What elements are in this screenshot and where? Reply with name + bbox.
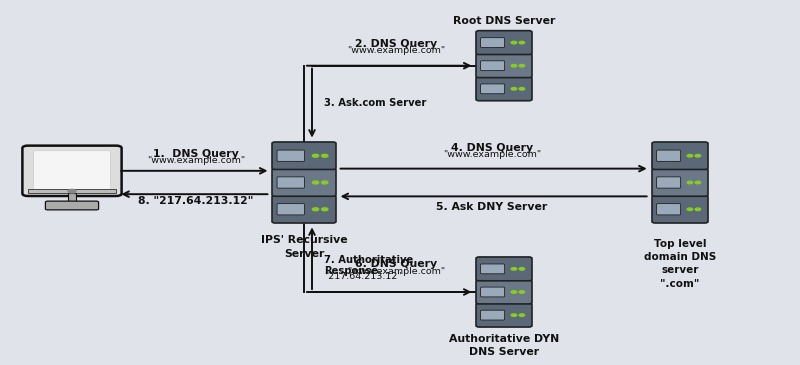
Circle shape bbox=[519, 314, 525, 316]
FancyBboxPatch shape bbox=[652, 196, 708, 223]
Text: "www.example.com": "www.example.com" bbox=[347, 46, 445, 55]
FancyBboxPatch shape bbox=[272, 142, 336, 169]
Text: 3. Ask.com Server: 3. Ask.com Server bbox=[324, 98, 426, 108]
FancyBboxPatch shape bbox=[481, 287, 505, 297]
Circle shape bbox=[687, 154, 693, 157]
FancyBboxPatch shape bbox=[657, 150, 681, 161]
Circle shape bbox=[68, 189, 76, 193]
Circle shape bbox=[519, 291, 525, 293]
Circle shape bbox=[687, 208, 693, 211]
Text: 4. DNS Query: 4. DNS Query bbox=[451, 143, 533, 153]
Circle shape bbox=[519, 41, 525, 44]
Circle shape bbox=[519, 268, 525, 270]
Circle shape bbox=[511, 291, 517, 293]
Text: Authoritative DYN
DNS Server: Authoritative DYN DNS Server bbox=[449, 334, 559, 357]
FancyBboxPatch shape bbox=[476, 77, 532, 101]
FancyBboxPatch shape bbox=[67, 193, 76, 202]
FancyBboxPatch shape bbox=[652, 169, 708, 196]
Text: Top level
domain DNS
server
".com": Top level domain DNS server ".com" bbox=[644, 239, 716, 289]
Circle shape bbox=[511, 65, 517, 67]
Text: 7. Authoritative
Response: 7. Authoritative Response bbox=[324, 255, 414, 276]
Circle shape bbox=[511, 88, 517, 90]
Circle shape bbox=[322, 154, 328, 157]
Text: "217.64.213.12": "217.64.213.12" bbox=[324, 272, 402, 281]
FancyBboxPatch shape bbox=[481, 264, 505, 274]
Circle shape bbox=[695, 181, 701, 184]
FancyBboxPatch shape bbox=[272, 196, 336, 223]
FancyBboxPatch shape bbox=[277, 204, 305, 215]
FancyBboxPatch shape bbox=[277, 150, 305, 161]
Circle shape bbox=[511, 41, 517, 44]
Circle shape bbox=[322, 208, 328, 211]
FancyBboxPatch shape bbox=[652, 142, 708, 169]
Circle shape bbox=[687, 181, 693, 184]
FancyBboxPatch shape bbox=[272, 169, 336, 196]
Circle shape bbox=[695, 154, 701, 157]
Text: 1.  DNS Query: 1. DNS Query bbox=[153, 149, 239, 159]
FancyBboxPatch shape bbox=[481, 84, 505, 94]
FancyBboxPatch shape bbox=[476, 257, 532, 281]
Text: "www.example.com": "www.example.com" bbox=[347, 266, 445, 276]
FancyBboxPatch shape bbox=[657, 204, 681, 215]
Text: IPS' Recursive
Server: IPS' Recursive Server bbox=[261, 235, 347, 259]
FancyBboxPatch shape bbox=[657, 177, 681, 188]
FancyBboxPatch shape bbox=[476, 31, 532, 54]
Text: 6. DNS Query: 6. DNS Query bbox=[355, 260, 437, 269]
Circle shape bbox=[519, 65, 525, 67]
Text: Root DNS Server: Root DNS Server bbox=[453, 16, 555, 26]
Text: 5. Ask DNY Server: 5. Ask DNY Server bbox=[436, 202, 548, 212]
Circle shape bbox=[312, 154, 318, 157]
Circle shape bbox=[312, 181, 318, 184]
FancyBboxPatch shape bbox=[277, 177, 305, 188]
FancyBboxPatch shape bbox=[46, 201, 98, 210]
Circle shape bbox=[695, 208, 701, 211]
FancyBboxPatch shape bbox=[481, 38, 505, 47]
Text: 2. DNS Query: 2. DNS Query bbox=[355, 39, 437, 49]
FancyBboxPatch shape bbox=[28, 189, 116, 193]
FancyBboxPatch shape bbox=[22, 146, 122, 196]
Text: 8. "217.64.213.12": 8. "217.64.213.12" bbox=[138, 196, 254, 206]
Text: "www.example.com": "www.example.com" bbox=[147, 156, 245, 165]
FancyBboxPatch shape bbox=[476, 54, 532, 78]
Circle shape bbox=[519, 88, 525, 90]
Circle shape bbox=[511, 268, 517, 270]
FancyBboxPatch shape bbox=[476, 303, 532, 327]
Circle shape bbox=[312, 208, 318, 211]
Circle shape bbox=[322, 181, 328, 184]
FancyBboxPatch shape bbox=[481, 61, 505, 70]
FancyBboxPatch shape bbox=[476, 280, 532, 304]
FancyBboxPatch shape bbox=[34, 151, 110, 191]
FancyBboxPatch shape bbox=[481, 310, 505, 320]
Text: "www.example.com": "www.example.com" bbox=[443, 150, 541, 159]
Circle shape bbox=[511, 314, 517, 316]
